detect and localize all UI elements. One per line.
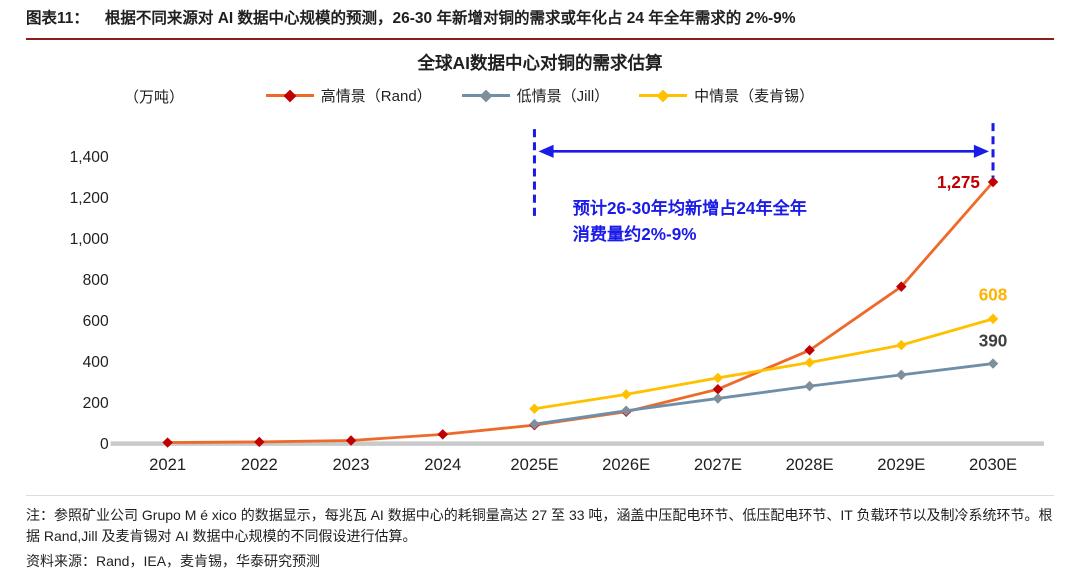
y-tick-label: 1,200 [70, 190, 109, 207]
legend-diamond-icon [283, 89, 297, 102]
x-tick-label: 2026E [602, 454, 650, 473]
y-tick-label: 800 [83, 272, 109, 289]
figure-number-label: 图表11： [26, 10, 89, 27]
annotation-text-line-1: 消费量约2%-9% [573, 224, 697, 244]
y-tick-label: 1,000 [70, 231, 109, 248]
annotation-text-line-0: 预计26-30年均新增占24年全年 [573, 197, 807, 217]
copper-demand-line-chart: 0 200 400 600 800 1,000 1,200 1,400 2021 2022 2023… [70, 122, 1044, 473]
legend-diamond-icon [656, 89, 670, 102]
y-tick-label: 200 [83, 395, 109, 412]
series-marker-0 [162, 436, 173, 448]
series-line-2 [534, 317, 994, 410]
chart-top-row: （万吨） 高情景（Rand） 低情景（Jill） 中情景（麦肯锡） [26, 83, 1054, 109]
annotation-arrow-head-right-icon [973, 144, 989, 158]
footnote-area: 注：参照矿业公司 Grupo M é xico 的数据显示，每兆瓦 AI 数据中… [26, 494, 1054, 573]
legend-label: 高情景（Rand） [320, 88, 432, 106]
legend-diamond-icon [479, 89, 493, 102]
series-marker-2 [529, 403, 540, 414]
series-marker-0 [254, 436, 265, 447]
x-tick-label: 2025E [510, 454, 558, 473]
end-value-label-1: 390 [979, 330, 1008, 350]
series-marker-1 [804, 380, 815, 391]
annotation-arrow-head-left-icon [538, 144, 554, 158]
note-text: 注：参照矿业公司 Grupo M é xico 的数据显示，每兆瓦 AI 数据中… [26, 506, 1053, 545]
legend-label: 中情景（麦肯锡） [694, 88, 815, 106]
y-axis-unit-label: （万吨） [124, 88, 185, 106]
legend-item-1: 低情景（Jill） [461, 85, 610, 106]
series-marker-2 [804, 356, 815, 368]
legend: 高情景（Rand） 低情景（Jill） 中情景（麦肯锡） [26, 83, 1054, 109]
chart-card: 全球AI数据中心对铜的需求估算 （万吨） 高情景（Rand） 低情景（Jill） 中… [26, 50, 1054, 489]
legend-item-2: 中情景（麦肯锡） [639, 85, 814, 106]
legend-line-swatch [639, 89, 688, 102]
series-marker-1 [620, 405, 632, 416]
end-value-label-0: 1,275 [937, 172, 980, 192]
y-tick-label: 0 [100, 436, 109, 453]
y-tick-label: 400 [83, 354, 109, 371]
x-tick-label: 2024 [424, 454, 461, 473]
legend-line-swatch [265, 89, 314, 102]
series-marker-2 [712, 372, 724, 383]
figure-title: 根据不同来源对 AI 数据中心规模的预测，26-30 年新增对铜的需求或年化占 … [104, 10, 796, 27]
x-tick-label: 2021 [149, 454, 186, 473]
series-marker-1 [712, 392, 724, 404]
y-tick-label: 600 [83, 313, 109, 330]
series-marker-2 [896, 339, 907, 350]
legend-item-0: 高情景（Rand） [265, 85, 432, 106]
legend-line-swatch [461, 89, 510, 102]
x-tick-label: 2029E [877, 454, 925, 473]
x-tick-label: 2027E [694, 454, 742, 473]
series-marker-0 [712, 383, 724, 395]
series-marker-0 [345, 434, 357, 446]
y-tick-label: 1,400 [70, 148, 109, 165]
x-tick-label: 2022 [241, 454, 278, 473]
legend-label: 低情景（Jill） [516, 88, 610, 106]
x-tick-label: 2028E [786, 454, 834, 473]
series-line-1 [534, 361, 994, 426]
end-value-label-2: 608 [979, 284, 1008, 304]
series-marker-2 [987, 313, 999, 324]
series-marker-1 [529, 418, 540, 429]
source-text: 资料来源：Rand，IEA，麦肯锡，华泰研究预测 [26, 552, 321, 569]
series-marker-1 [987, 357, 999, 369]
series-marker-2 [620, 388, 632, 400]
x-tick-label: 2023 [333, 454, 370, 473]
chart-title: 全球AI数据中心对铜的需求估算 [417, 52, 663, 73]
series-line-0 [167, 180, 995, 444]
series-marker-0 [437, 428, 448, 440]
figure-header: 图表11： 根据不同来源对 AI 数据中心规模的预测，26-30 年新增对铜的需求… [26, 10, 1054, 40]
series-marker-1 [896, 369, 907, 380]
x-tick-label: 2030E [969, 454, 1017, 473]
